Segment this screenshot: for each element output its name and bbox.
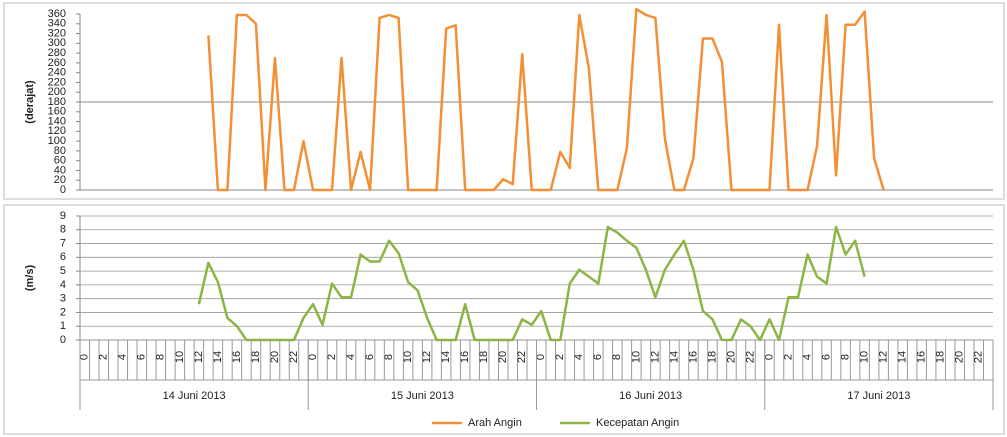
legend-label: Arah Angin: [468, 417, 522, 429]
y-tick-label: 8: [60, 224, 66, 236]
x-tick-label: 10: [859, 351, 871, 363]
y-tick-label: 5: [60, 265, 66, 277]
x-tick-label: 20: [725, 351, 737, 363]
group-label: 15 Juni 2013: [391, 390, 454, 402]
x-tick-label: 10: [402, 351, 414, 363]
x-tick-label: 12: [421, 351, 433, 363]
x-tick-label: 16: [459, 351, 471, 363]
x-tick-label: 6: [364, 354, 376, 360]
x-tick-label: 0: [535, 354, 547, 360]
y-tick-label: 160: [48, 106, 66, 118]
x-tick-label: 6: [136, 354, 148, 360]
bottom-panel-frame: [3, 204, 1005, 435]
x-tick-label: 10: [630, 351, 642, 363]
group-label: 14 Juni 2013: [163, 390, 226, 402]
x-tick-label: 8: [155, 354, 167, 360]
x-tick-label: 6: [820, 354, 832, 360]
y-axis-label: (derajat): [24, 80, 36, 124]
y-tick-label: 9: [60, 210, 66, 222]
y-tick-label: 320: [48, 27, 66, 39]
x-tick-label: 4: [801, 354, 813, 360]
y-tick-label: 7: [60, 237, 66, 249]
y-tick-label: 120: [48, 125, 66, 137]
y-tick-label: 1: [60, 320, 66, 332]
x-tick-label: 2: [554, 354, 566, 360]
y-tick-label: 0: [60, 184, 66, 196]
x-tick-label: 2: [782, 354, 794, 360]
x-tick-label: 2: [98, 354, 110, 360]
y-tick-label: 2: [60, 306, 66, 318]
y-tick-label: 20: [54, 174, 66, 186]
y-tick-label: 260: [48, 57, 66, 69]
x-tick-label: 8: [383, 354, 395, 360]
x-tick-label: 18: [935, 351, 947, 363]
y-tick-label: 80: [54, 145, 66, 157]
top-panel-frame: [3, 2, 1005, 200]
x-tick-label: 14: [212, 351, 224, 363]
x-tick-label: 22: [288, 351, 300, 363]
y-tick-label: 200: [48, 86, 66, 98]
x-tick-label: 4: [117, 354, 129, 360]
x-tick-label: 22: [744, 351, 756, 363]
x-tick-label: 12: [649, 351, 661, 363]
y-tick-label: 100: [48, 135, 66, 147]
x-tick-label: 20: [269, 351, 281, 363]
y-tick-label: 60: [54, 155, 66, 167]
x-tick-label: 4: [345, 354, 357, 360]
series-line: [207, 7, 885, 192]
y-tick-label: 3: [60, 293, 66, 305]
x-tick-label: 12: [193, 351, 205, 363]
x-tick-label: 10: [174, 351, 186, 363]
x-tick-label: 8: [839, 354, 851, 360]
x-tick-label: 8: [611, 354, 623, 360]
y-tick-label: 6: [60, 251, 66, 263]
legend-label: Kecepatan Angin: [596, 417, 679, 429]
y-tick-label: 4: [60, 279, 66, 291]
x-tick-label: 18: [250, 351, 262, 363]
y-tick-label: 360: [48, 8, 66, 20]
x-tick-label: 14: [440, 351, 452, 363]
x-tick-label: 14: [668, 351, 680, 363]
x-tick-label: 18: [706, 351, 718, 363]
x-tick-label: 16: [231, 351, 243, 363]
y-tick-label: 280: [48, 47, 66, 59]
x-tick-label: 20: [497, 351, 509, 363]
y-axis-label: (m/s): [24, 265, 36, 292]
x-tick-label: 20: [954, 351, 966, 363]
x-tick-label: 0: [79, 354, 91, 360]
x-tick-label: 22: [516, 351, 528, 363]
x-tick-label: 16: [687, 351, 699, 363]
group-label: 17 Juni 2013: [847, 390, 910, 402]
group-label: 16 Juni 2013: [619, 390, 682, 402]
series-line: [197, 225, 866, 342]
y-tick-label: 0: [60, 334, 66, 346]
x-tick-label: 12: [878, 351, 890, 363]
x-tick-label: 4: [573, 354, 585, 360]
y-tick-label: 240: [48, 67, 66, 79]
y-tick-label: 180: [48, 96, 66, 108]
x-tick-label: 18: [478, 351, 490, 363]
x-tick-label: 0: [763, 354, 775, 360]
y-tick-label: 40: [54, 164, 66, 176]
x-tick-label: 16: [916, 351, 928, 363]
x-tick-label: 2: [326, 354, 338, 360]
x-tick-label: 14: [897, 351, 909, 363]
x-tick-label: 0: [307, 354, 319, 360]
x-tick-label: 22: [973, 351, 985, 363]
x-tick-label: 6: [592, 354, 604, 360]
y-tick-label: 340: [48, 18, 66, 30]
y-tick-label: 140: [48, 115, 66, 127]
y-tick-label: 300: [48, 37, 66, 49]
y-tick-label: 220: [48, 76, 66, 88]
